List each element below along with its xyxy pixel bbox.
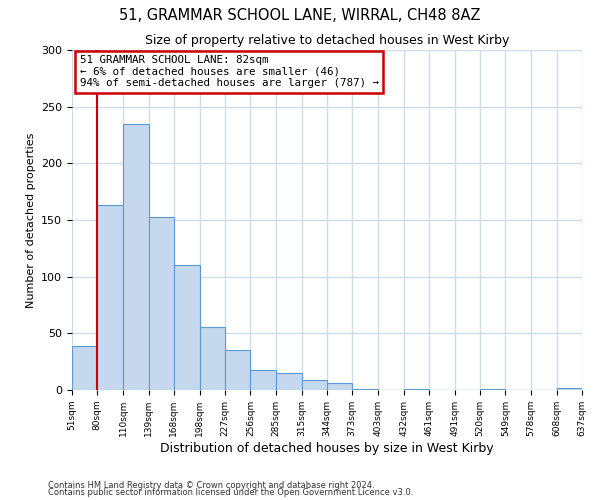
Title: Size of property relative to detached houses in West Kirby: Size of property relative to detached ho… (145, 34, 509, 48)
X-axis label: Distribution of detached houses by size in West Kirby: Distribution of detached houses by size … (160, 442, 494, 454)
Bar (302, 380, 327, 390)
Text: Contains HM Land Registry data © Crown copyright and database right 2024.: Contains HM Land Registry data © Crown c… (48, 480, 374, 490)
Bar (174, 266, 200, 390)
Text: Contains public sector information licensed under the Open Government Licence v3: Contains public sector information licen… (48, 488, 413, 497)
Bar (200, 326, 225, 390)
Bar (250, 370, 275, 390)
Bar (149, 216, 174, 390)
Text: 51 GRAMMAR SCHOOL LANE: 82sqm
← 6% of detached houses are smaller (46)
94% of se: 51 GRAMMAR SCHOOL LANE: 82sqm ← 6% of de… (80, 55, 379, 88)
Bar (557, 388, 582, 390)
Bar (404, 389, 429, 390)
Y-axis label: Number of detached properties: Number of detached properties (26, 132, 35, 308)
Bar (124, 124, 149, 390)
Bar (352, 389, 379, 390)
Bar (97, 206, 124, 390)
Bar (275, 373, 302, 390)
Text: 51, GRAMMAR SCHOOL LANE, WIRRAL, CH48 8AZ: 51, GRAMMAR SCHOOL LANE, WIRRAL, CH48 8A… (119, 8, 481, 22)
Bar (225, 350, 250, 390)
Bar (72, 346, 97, 390)
Bar (327, 383, 352, 390)
Bar (480, 389, 505, 390)
